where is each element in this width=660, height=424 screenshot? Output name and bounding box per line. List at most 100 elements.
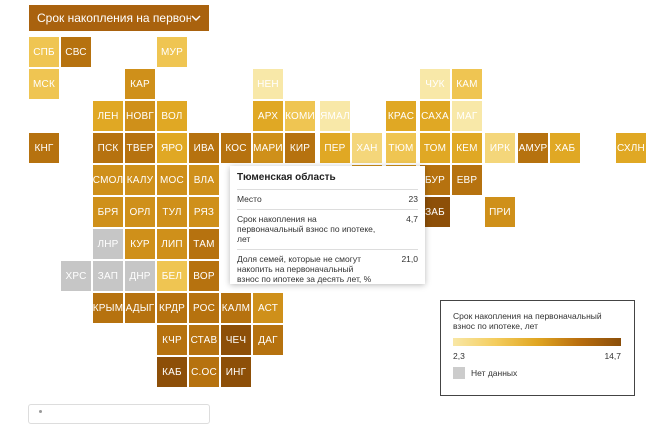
region-code: ТЮМ: [388, 142, 414, 154]
region-code: АМУР: [518, 142, 548, 154]
region-cell-32[interactable]: ХАБ: [550, 133, 580, 163]
region-cell-33[interactable]: СХЛН: [616, 133, 646, 163]
region-cell-50[interactable]: ЛНР: [93, 229, 123, 259]
region-cell-60[interactable]: КРЫМ: [93, 293, 123, 323]
region-cell-24[interactable]: КИР: [285, 133, 315, 163]
region-code: ЛИП: [161, 238, 183, 250]
region-cell-61[interactable]: АДЫГ: [125, 293, 155, 323]
chevron-down-icon: [191, 15, 201, 21]
region-cell-36[interactable]: МОС: [157, 165, 187, 195]
region-cell-22[interactable]: КОС: [221, 133, 251, 163]
region-cell-20[interactable]: ЯРО: [157, 133, 187, 163]
region-cell-66[interactable]: КЧР: [157, 325, 187, 355]
region-cell-53[interactable]: ТАМ: [189, 229, 219, 259]
region-cell-68[interactable]: ЧЕЧ: [221, 325, 251, 355]
region-cell-19[interactable]: ТВЕР: [125, 133, 155, 163]
region-cell-17[interactable]: КНГ: [29, 133, 59, 163]
region-tooltip: Тюменская область Место 23 Срок накоплен…: [230, 166, 425, 284]
region-cell-35[interactable]: КАЛУ: [125, 165, 155, 195]
region-cell-71[interactable]: С.ОС: [189, 357, 219, 387]
region-code: ВОЛ: [161, 110, 183, 122]
region-cell-45[interactable]: РЯЗ: [189, 197, 219, 227]
region-code: ДАГ: [258, 334, 278, 346]
tooltip-label: Срок накопления на первоначальный взнос …: [237, 214, 376, 244]
region-cell-28[interactable]: ТОМ: [420, 133, 450, 163]
region-code: КРЫМ: [92, 302, 124, 314]
region-cell-67[interactable]: СТАВ: [189, 325, 219, 355]
region-cell-18[interactable]: ПСК: [93, 133, 123, 163]
tooltip-label: Доля семей, которые не смогут накопить н…: [237, 254, 372, 284]
region-cell-64[interactable]: КАЛМ: [221, 293, 251, 323]
search-icon: [39, 410, 42, 413]
region-code: СПБ: [33, 46, 55, 58]
region-cell-69[interactable]: ДАГ: [253, 325, 283, 355]
region-code: ХАН: [356, 142, 378, 154]
region-code: ТВЕР: [126, 142, 154, 154]
region-code: МУР: [161, 46, 183, 58]
region-cell-30[interactable]: ИРК: [485, 133, 515, 163]
region-cell-57[interactable]: ДНР: [125, 261, 155, 291]
legend-gradient-bar: [453, 338, 621, 346]
region-cell-37[interactable]: ВЛА: [189, 165, 219, 195]
region-code: КЕМ: [456, 142, 478, 154]
region-code: КРАС: [387, 110, 415, 122]
region-cell-4[interactable]: КАР: [125, 69, 155, 99]
region-code: БУР: [425, 174, 445, 186]
region-code: КАЛМ: [221, 302, 251, 314]
indicator-dropdown-label: Срок накопления на первона...: [37, 11, 191, 25]
region-cell-49[interactable]: ПРИ: [485, 197, 515, 227]
region-cell-42[interactable]: БРЯ: [93, 197, 123, 227]
region-cell-70[interactable]: КАБ: [157, 357, 187, 387]
nodata-swatch: [453, 367, 465, 379]
region-cell-44[interactable]: ТУЛ: [157, 197, 187, 227]
region-cell-0[interactable]: СПБ: [29, 37, 59, 67]
region-cell-6[interactable]: ЧУК: [420, 69, 450, 99]
region-cell-63[interactable]: РОС: [189, 293, 219, 323]
region-cell-27[interactable]: ТЮМ: [386, 133, 416, 163]
region-code: ИРК: [489, 142, 511, 154]
region-cell-9[interactable]: НОВГ: [125, 101, 155, 131]
region-cell-56[interactable]: ЗАП: [93, 261, 123, 291]
region-cell-55[interactable]: ХРС: [61, 261, 91, 291]
region-cell-11[interactable]: АРХ: [253, 101, 283, 131]
region-cell-7[interactable]: КАМ: [452, 69, 482, 99]
region-code: РОС: [192, 302, 216, 314]
region-cell-31[interactable]: АМУР: [518, 133, 548, 163]
region-cell-58[interactable]: БЕЛ: [157, 261, 187, 291]
region-cell-34[interactable]: СМОЛ: [93, 165, 123, 195]
region-cell-41[interactable]: ЕВР: [452, 165, 482, 195]
region-cell-14[interactable]: КРАС: [386, 101, 416, 131]
region-cell-26[interactable]: ХАН: [352, 133, 382, 163]
region-cell-12[interactable]: КОМИ: [285, 101, 315, 131]
region-code: ПСК: [97, 142, 119, 154]
indicator-dropdown[interactable]: Срок накопления на первона...: [29, 5, 209, 31]
region-cell-13[interactable]: ЯМАЛ: [320, 101, 350, 131]
region-cell-43[interactable]: ОРЛ: [125, 197, 155, 227]
region-cell-10[interactable]: ВОЛ: [157, 101, 187, 131]
region-code: БРЯ: [97, 206, 119, 218]
region-code: ХАБ: [554, 142, 576, 154]
region-cell-25[interactable]: ПЕР: [320, 133, 350, 163]
region-cell-8[interactable]: ЛЕН: [93, 101, 123, 131]
region-code: СВС: [65, 46, 87, 58]
region-cell-2[interactable]: МУР: [157, 37, 187, 67]
region-cell-23[interactable]: МАРИ: [253, 133, 283, 163]
region-cell-62[interactable]: КРДР: [157, 293, 187, 323]
region-cell-5[interactable]: НЕН: [253, 69, 283, 99]
region-cell-15[interactable]: САХА: [420, 101, 450, 131]
region-cell-65[interactable]: АСТ: [253, 293, 283, 323]
region-code: КУР: [130, 238, 150, 250]
region-code: ИНГ: [225, 366, 247, 378]
region-cell-72[interactable]: ИНГ: [221, 357, 251, 387]
region-cell-1[interactable]: СВС: [61, 37, 91, 67]
region-cell-21[interactable]: ИВА: [189, 133, 219, 163]
region-cell-3[interactable]: МСК: [29, 69, 59, 99]
search-input[interactable]: [28, 404, 210, 424]
region-cell-51[interactable]: КУР: [125, 229, 155, 259]
region-cell-29[interactable]: КЕМ: [452, 133, 482, 163]
region-cell-59[interactable]: ВОР: [189, 261, 219, 291]
region-code: БЕЛ: [161, 270, 183, 282]
region-cell-16[interactable]: МАГ: [452, 101, 482, 131]
region-cell-52[interactable]: ЛИП: [157, 229, 187, 259]
region-code: ВЛА: [193, 174, 215, 186]
